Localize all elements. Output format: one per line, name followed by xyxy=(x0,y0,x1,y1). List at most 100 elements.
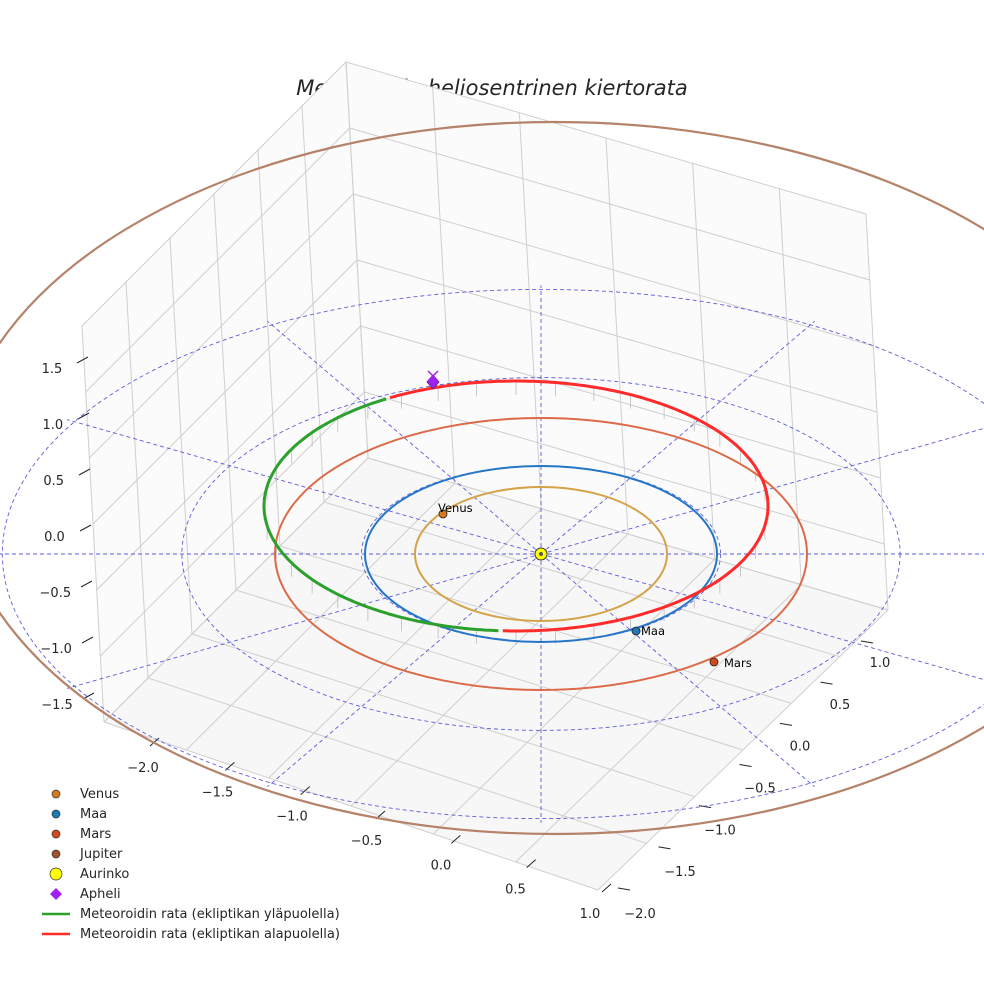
z-tick-mark xyxy=(78,468,91,476)
markers: Venus Maa Mars xyxy=(426,370,752,670)
legend-marker xyxy=(49,867,63,881)
ecliptic-spoke xyxy=(66,553,542,689)
floor-grid-line xyxy=(597,609,889,891)
ecliptic-ring xyxy=(361,465,722,643)
legend-marker xyxy=(51,829,61,839)
x-tick-mark xyxy=(526,859,536,869)
legend-marker xyxy=(42,932,70,936)
planet-label-maa: Maa xyxy=(641,624,665,638)
legend-item: Venus xyxy=(38,784,340,804)
planet-marker-mars xyxy=(709,657,719,667)
ecliptic-spoke xyxy=(540,320,815,555)
legend: Venus Maa Mars Jupiter Aurinko Apheli Meteoroi… xyxy=(38,784,340,944)
legend-item: Maa xyxy=(38,804,340,824)
legend-marker xyxy=(51,789,61,799)
y-tick-mark xyxy=(617,887,631,891)
wall-grid-line xyxy=(865,213,889,611)
y-tick-label: −1.5 xyxy=(664,865,696,880)
ecliptic-grid xyxy=(0,285,984,823)
legend-diamond xyxy=(50,888,62,900)
floor-pane xyxy=(104,458,888,890)
legend-sun xyxy=(49,867,63,881)
legend-item: Aurinko xyxy=(38,864,340,884)
meteoroid-orbit-above xyxy=(262,397,499,633)
legend-label: Meteoroidin rata (ekliptikan yläpuolella… xyxy=(80,906,340,922)
x-tick-mark xyxy=(601,883,612,893)
y-tick-label: −2.0 xyxy=(624,907,656,922)
x-tick-label: 1.0 xyxy=(580,907,601,922)
ecliptic-ring xyxy=(2,289,984,819)
z-tick-label: 0.0 xyxy=(44,530,65,545)
legend-label: Jupiter xyxy=(80,846,123,862)
legend-marker xyxy=(50,888,62,900)
legend-marker xyxy=(42,912,70,916)
z-tick-label: −1.0 xyxy=(40,642,72,657)
x-tick-label: 0.5 xyxy=(505,883,526,898)
x-tick-mark xyxy=(451,834,461,844)
x-tick-label: −0.5 xyxy=(351,834,383,849)
wall-grid-line xyxy=(345,61,369,459)
ecliptic-spoke xyxy=(267,553,542,788)
legend-item: Jupiter xyxy=(38,844,340,864)
z-tick-label: −1.5 xyxy=(41,698,73,713)
ecliptic-spoke xyxy=(66,419,542,555)
ecliptic-spoke xyxy=(267,320,542,555)
planet-label-mars: Mars xyxy=(724,656,752,670)
axis-ticks: −2.0 −1.5 −1.0 −0.5 0.0 0.5 1.0 1.0 0.5 0.0 −0.5 −1… xyxy=(40,356,891,922)
x-tick-label: −1.0 xyxy=(276,810,308,825)
legend-dot xyxy=(51,849,61,859)
x-tick-mark xyxy=(300,786,310,796)
y-tick-label: 0.5 xyxy=(830,698,851,713)
meteoroid-orbit xyxy=(262,379,770,633)
planet-label-venus: Venus xyxy=(438,501,473,515)
orbit-stems xyxy=(263,381,769,645)
legend-dot xyxy=(51,789,61,799)
orbit-venus xyxy=(414,486,668,622)
z-tick-mark xyxy=(80,580,93,588)
legend-label: Mars xyxy=(80,826,112,842)
y-tick-mark xyxy=(698,805,712,809)
planet-orbits xyxy=(0,121,984,835)
legend-marker xyxy=(51,809,61,819)
legend-item: Apheli xyxy=(38,884,340,904)
legend-marker xyxy=(51,849,61,859)
z-tick-label: 1.5 xyxy=(42,362,63,377)
y-tick-mark xyxy=(658,846,671,850)
z-tick-label: 1.0 xyxy=(42,418,63,433)
legend-label: Apheli xyxy=(80,886,121,902)
y-tick-mark xyxy=(860,640,874,644)
legend-item: Meteoroidin rata (ekliptikan alapuolella… xyxy=(38,924,340,944)
y-tick-mark xyxy=(779,722,793,726)
legend-label: Venus xyxy=(80,786,120,802)
legend-label: Meteoroidin rata (ekliptikan alapuolella… xyxy=(80,926,340,942)
z-tick-mark xyxy=(77,412,90,420)
legend-label: Aurinko xyxy=(80,866,130,882)
legend-dot xyxy=(51,829,61,839)
y-tick-label: 0.0 xyxy=(790,740,811,755)
floor-grid-line xyxy=(515,584,802,863)
ecliptic-spoke xyxy=(540,427,984,555)
z-tick-label: −0.5 xyxy=(40,586,72,601)
planet-marker-venus xyxy=(438,509,448,519)
y-tick-label: −1.0 xyxy=(704,823,736,838)
x-tick-label: −1.5 xyxy=(202,785,234,800)
z-tick-mark xyxy=(79,524,92,532)
z-tick-label: 0.5 xyxy=(43,474,64,489)
x-tick-label: 0.0 xyxy=(431,858,452,873)
legend-label: Maa xyxy=(80,806,108,822)
meteoroid-orbit-below xyxy=(389,379,770,633)
apheli-cross xyxy=(427,370,439,382)
wall-grid-line xyxy=(81,61,867,327)
y-tick-mark xyxy=(820,681,833,685)
x-tick-label: −2.0 xyxy=(127,761,159,776)
ecliptic-spoke xyxy=(540,553,815,788)
y-tick-label: −0.5 xyxy=(744,782,776,797)
y-tick-label: 1.0 xyxy=(870,656,891,671)
axis-gridlines xyxy=(81,61,889,891)
z-tick-mark xyxy=(76,356,89,364)
sun-center xyxy=(539,552,543,556)
orbit-mars xyxy=(274,417,808,691)
ecliptic-spoke xyxy=(540,553,984,681)
legend-item: Mars xyxy=(38,824,340,844)
